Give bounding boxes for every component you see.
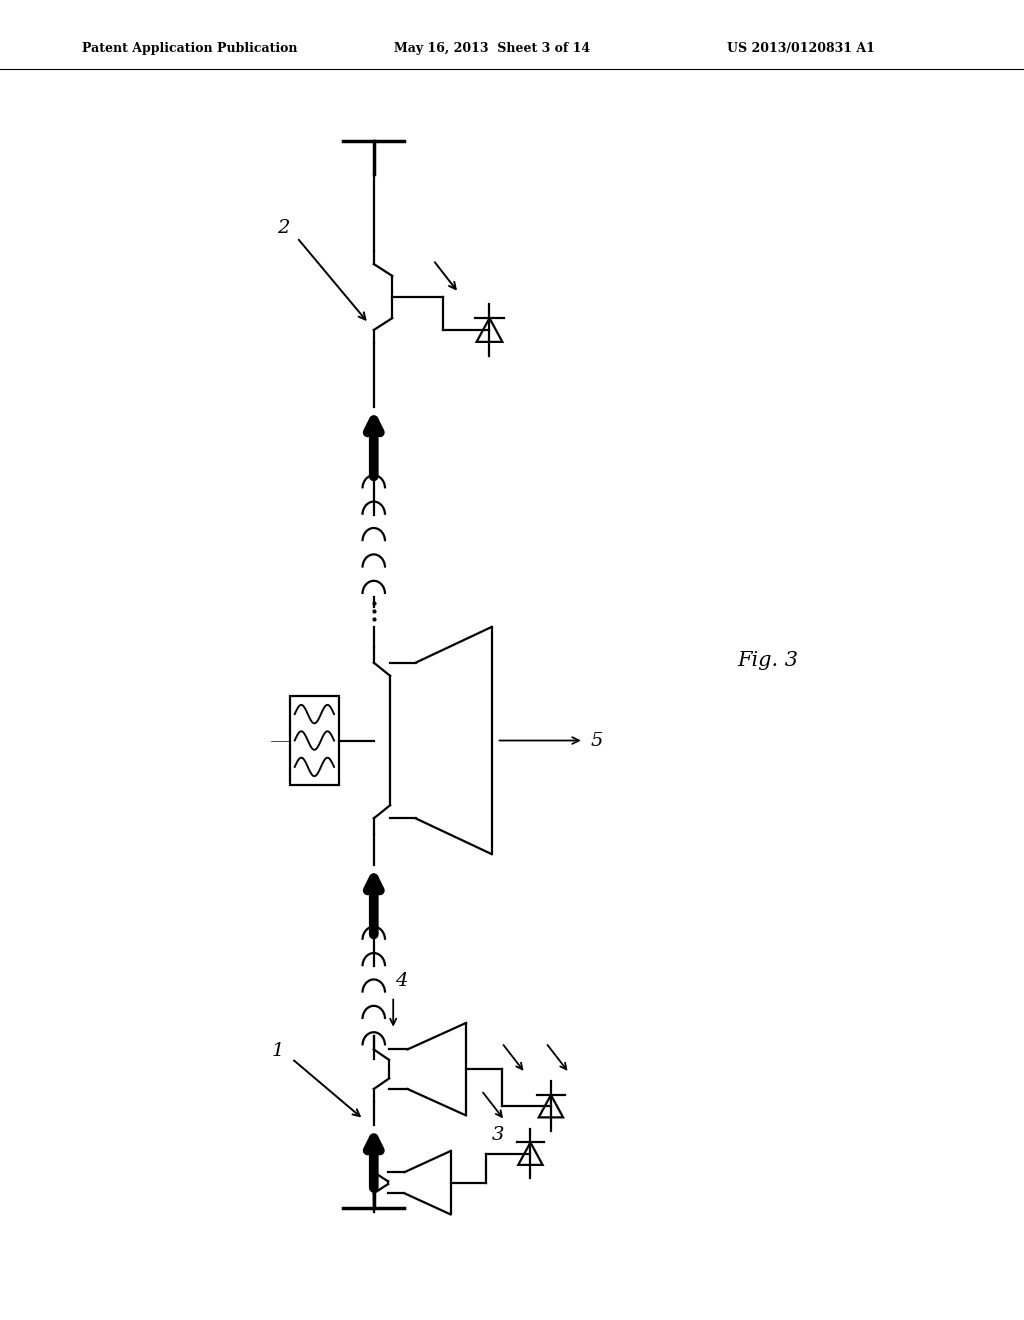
Text: US 2013/0120831 A1: US 2013/0120831 A1 [727, 42, 874, 55]
Text: 4: 4 [395, 972, 408, 990]
Bar [290, 696, 339, 785]
Text: 2: 2 [278, 219, 290, 238]
Text: 1: 1 [271, 1041, 284, 1060]
Text: May 16, 2013  Sheet 3 of 14: May 16, 2013 Sheet 3 of 14 [394, 42, 591, 55]
Text: 5: 5 [591, 731, 603, 750]
Text: 3: 3 [492, 1126, 504, 1144]
Text: Fig. 3: Fig. 3 [737, 651, 799, 669]
Text: Patent Application Publication: Patent Application Publication [82, 42, 297, 55]
